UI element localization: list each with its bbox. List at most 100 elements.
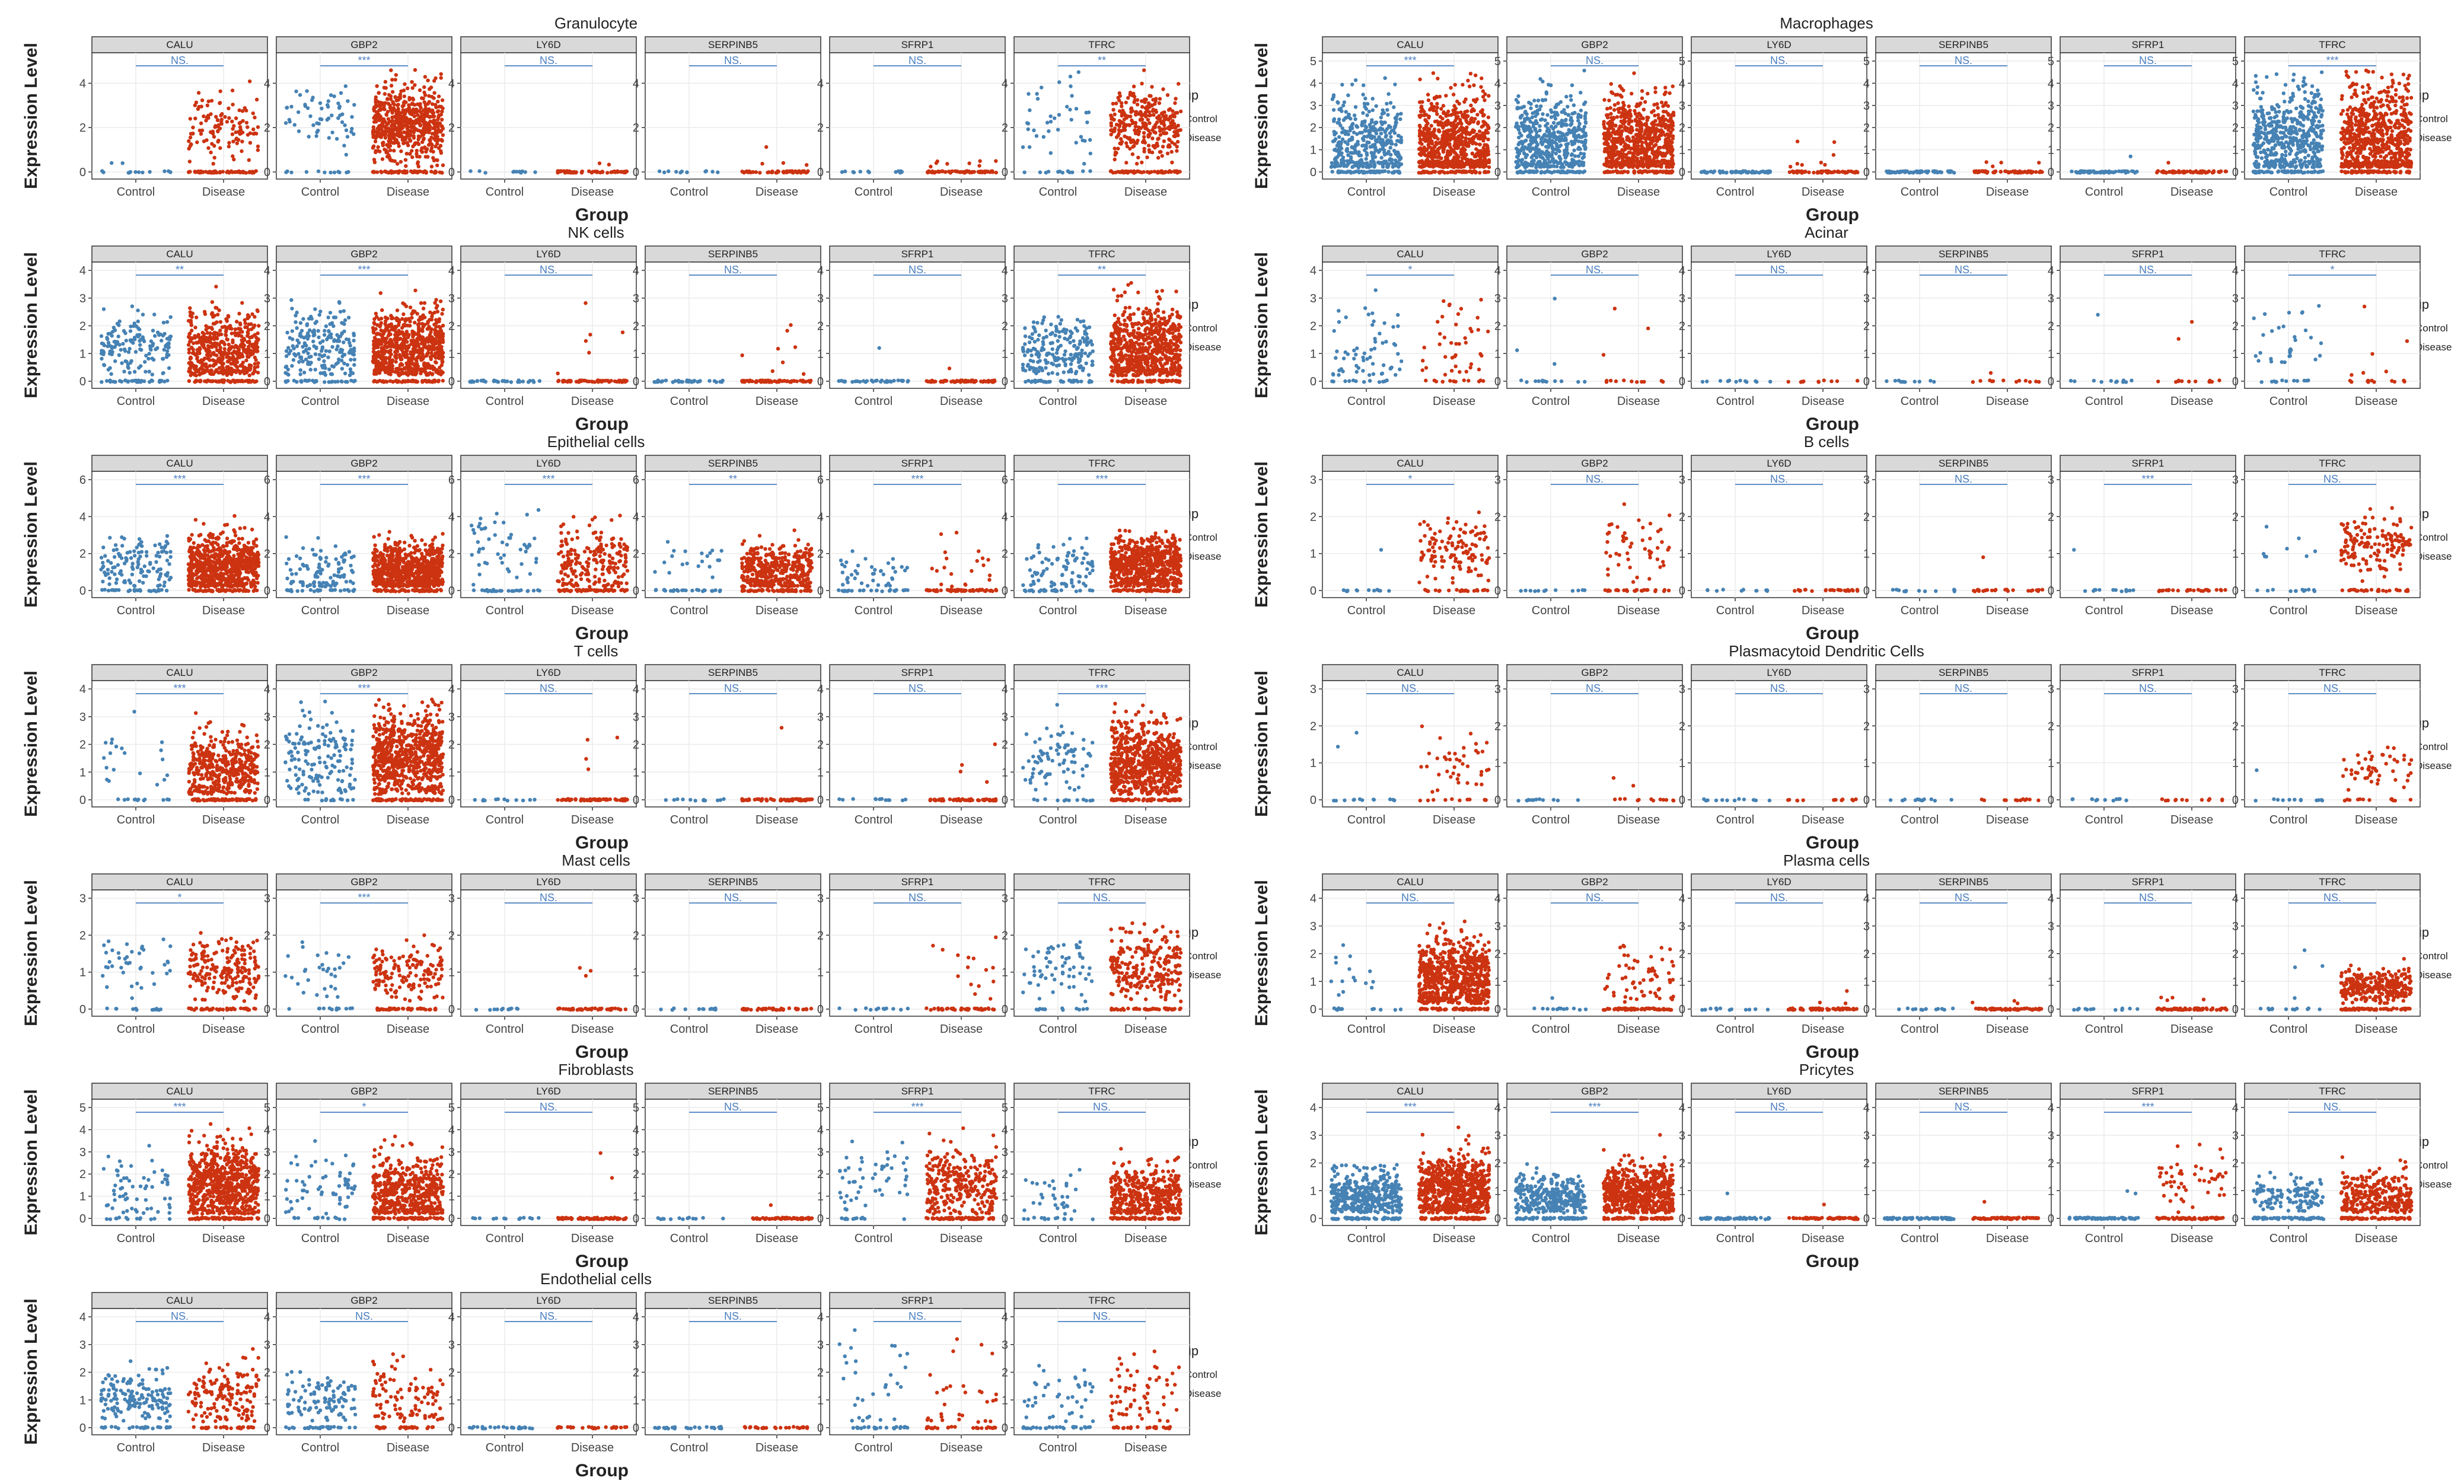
data-point [1663, 126, 1668, 130]
data-point [1344, 164, 1349, 168]
data-point [375, 84, 379, 88]
data-point [1398, 117, 1402, 122]
data-point [1385, 127, 1389, 131]
data-point [218, 170, 222, 175]
data-point [256, 125, 260, 129]
data-point [1079, 135, 1083, 139]
data-point [413, 141, 417, 145]
data-point [120, 161, 125, 165]
data-point [1516, 127, 1521, 132]
y-tick-label: 4 [79, 77, 86, 90]
data-point [435, 136, 439, 140]
data-point [1576, 154, 1581, 158]
data-point [404, 170, 409, 174]
data-point [1653, 132, 1657, 136]
data-point [1124, 161, 1129, 165]
data-point [1566, 104, 1570, 109]
data-point [1457, 170, 1462, 174]
data-point [325, 117, 329, 122]
data-point [979, 170, 984, 174]
data-point [1482, 120, 1486, 125]
data-point [1350, 145, 1354, 149]
x-tick-label: Disease [1986, 186, 2029, 199]
data-point [237, 138, 241, 142]
data-point [1612, 141, 1617, 145]
data-point [1156, 137, 1160, 141]
y-tick-label: 5 [1679, 55, 1685, 68]
data-point [1474, 73, 1478, 78]
data-point [371, 146, 375, 150]
data-point [232, 157, 236, 162]
data-point [1569, 153, 1574, 157]
data-point [1438, 114, 1443, 119]
data-point [2109, 170, 2114, 174]
data-point [1465, 120, 1470, 125]
data-point [1146, 133, 1150, 137]
data-point [1386, 170, 1391, 174]
data-point [396, 103, 400, 107]
data-point [439, 171, 444, 175]
data-point [1621, 107, 1625, 112]
data-point [1612, 108, 1617, 112]
data-point [424, 170, 428, 174]
data-point [2013, 169, 2017, 173]
data-point [1441, 165, 1446, 170]
data-point [1730, 170, 1734, 174]
data-point [1350, 82, 1354, 87]
data-point [1373, 120, 1378, 125]
data-point [1449, 170, 1453, 174]
data-point [417, 119, 422, 123]
data-point [1179, 109, 1183, 114]
data-point [394, 119, 399, 123]
data-point [326, 99, 330, 103]
data-point [1365, 161, 1369, 165]
data-point [927, 170, 932, 174]
data-point [1529, 148, 1534, 152]
data-point [1461, 161, 1465, 165]
data-point [1359, 159, 1363, 164]
data-point [972, 170, 977, 174]
data-point [1458, 117, 1462, 122]
data-point [1542, 158, 1547, 162]
data-point [389, 169, 393, 173]
data-point [1389, 152, 1393, 157]
data-point [929, 164, 933, 169]
data-point [894, 170, 898, 174]
y-tick-label: 1 [1679, 144, 1685, 157]
data-point [1550, 164, 1554, 168]
data-point [219, 120, 224, 125]
data-point [1399, 156, 1403, 161]
data-point [1454, 136, 1459, 141]
data-point [1429, 123, 1433, 128]
data-point [1795, 162, 1799, 166]
data-point [1397, 170, 1401, 174]
data-point [206, 99, 211, 104]
data-point [1345, 159, 1349, 163]
data-point [378, 149, 382, 154]
data-point [289, 170, 294, 174]
data-point [1570, 130, 1574, 135]
data-point [1452, 132, 1456, 136]
data-point [1464, 128, 1468, 132]
data-point [1668, 91, 1672, 95]
data-point [1159, 149, 1163, 154]
data-point [1053, 116, 1057, 120]
data-point [1399, 138, 1404, 142]
data-point [1631, 135, 1636, 139]
data-point [1418, 129, 1422, 133]
data-point [1376, 160, 1381, 165]
data-point [1338, 170, 1342, 174]
data-point [220, 112, 224, 116]
data-point [1572, 103, 1576, 107]
data-point [1479, 85, 1483, 89]
data-point [1520, 113, 1524, 117]
data-point [1389, 158, 1394, 162]
data-point [1563, 119, 1568, 123]
data-point [1161, 114, 1165, 118]
data-point [1047, 129, 1051, 133]
data-point [2007, 171, 2011, 175]
data-point [416, 170, 420, 175]
y-tick-label: 2 [633, 122, 639, 135]
data-point [209, 130, 213, 135]
